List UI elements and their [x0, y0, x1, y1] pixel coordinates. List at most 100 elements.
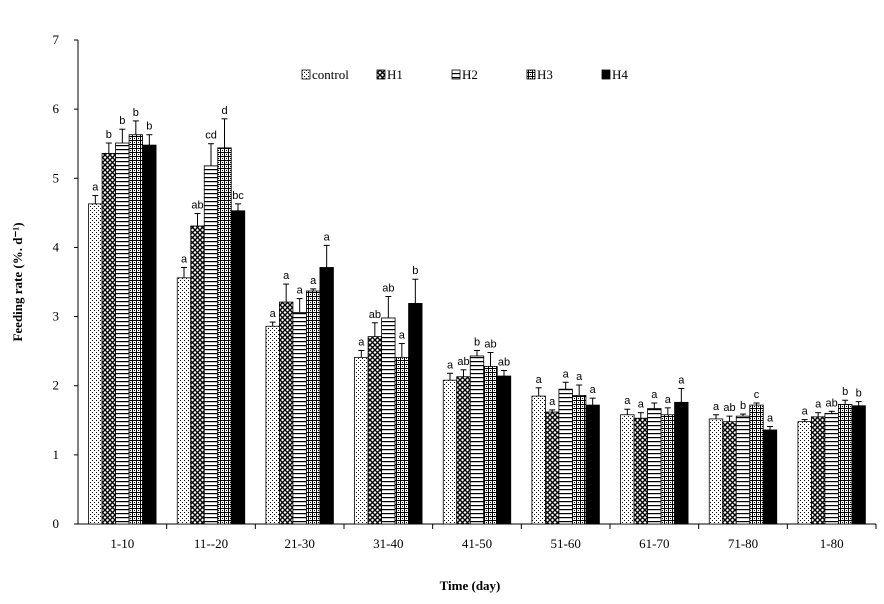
significance-label: a — [767, 413, 774, 425]
bar — [176, 277, 192, 525]
y-tick-label: 4 — [53, 239, 60, 254]
bar — [585, 404, 600, 525]
significance-label: a — [283, 270, 290, 282]
bar — [367, 336, 382, 525]
significance-label: ab — [826, 397, 838, 409]
bar — [797, 421, 812, 525]
significance-label: b — [856, 388, 862, 400]
bar — [217, 147, 232, 525]
bar — [545, 411, 560, 525]
legend-label: H3 — [537, 67, 553, 82]
significance-label: a — [590, 384, 597, 396]
legend-item: H4 — [601, 67, 628, 82]
significance-label: a — [358, 336, 365, 348]
bar — [735, 415, 751, 525]
bar — [279, 301, 294, 525]
legend-label: H4 — [612, 67, 628, 82]
significance-label: a — [297, 285, 304, 297]
significance-label: a — [270, 308, 277, 320]
legend-label: H1 — [387, 67, 403, 82]
significance-label: c — [754, 389, 760, 401]
bar — [354, 356, 369, 525]
significance-label: ab — [369, 309, 381, 321]
legend-swatch — [301, 69, 311, 80]
bar — [142, 144, 157, 525]
significance-label: cd — [205, 130, 217, 142]
significance-label: a — [563, 368, 570, 380]
significance-label: b — [842, 386, 848, 398]
significance-label: a — [536, 374, 543, 386]
significance-label: a — [624, 395, 631, 407]
bar-group: a ab cd d bc — [176, 105, 246, 525]
bar — [88, 203, 103, 525]
significance-label: a — [324, 231, 331, 243]
y-tick-label: 1 — [53, 447, 60, 462]
significance-label: a — [665, 394, 672, 406]
bar — [469, 355, 485, 525]
significance-label: a — [181, 253, 188, 265]
legend-swatch — [376, 69, 386, 80]
y-tick-label: 2 — [53, 378, 60, 393]
bar — [838, 403, 853, 525]
bar — [306, 290, 321, 525]
bar — [647, 408, 662, 525]
bar — [851, 405, 866, 525]
legend-swatch — [601, 69, 611, 80]
significance-label: a — [802, 406, 809, 418]
bar — [408, 303, 423, 525]
significance-label: a — [815, 399, 822, 411]
significance-label: b — [106, 129, 112, 141]
bar — [456, 376, 471, 525]
significance-label: b — [740, 400, 746, 412]
bar — [811, 416, 826, 525]
bar — [531, 395, 546, 525]
bar — [762, 429, 778, 525]
legend-label: H2 — [462, 67, 478, 82]
legend-item: H3 — [526, 67, 553, 82]
bar — [115, 142, 130, 525]
significance-label: a — [310, 275, 317, 287]
significance-label: b — [474, 336, 480, 348]
legend-item: control — [301, 67, 349, 82]
y-axis-title: Feeding rate (%. d⁻¹) — [10, 222, 25, 341]
bar — [394, 356, 409, 525]
bar-group: aa abb b — [797, 386, 866, 525]
significance-label: a — [399, 330, 406, 342]
x-axis-ticks: 1-10 11--20 21-30 31-40 41-50 51-60 61-70 71-80… — [110, 524, 877, 551]
legend-swatch — [526, 69, 536, 80]
significance-label: a — [713, 401, 720, 413]
legend-item: H2 — [451, 67, 478, 82]
bar-group: a ab bca — [708, 389, 778, 525]
bar — [292, 312, 307, 525]
bar — [620, 414, 635, 525]
bar — [203, 165, 219, 525]
significance-label: ab — [723, 402, 735, 414]
x-tick-label: 41-50 — [462, 536, 492, 551]
bar — [319, 267, 334, 525]
significance-label: a — [92, 182, 99, 194]
significance-label: d — [221, 105, 227, 117]
bar — [230, 210, 246, 525]
bar — [674, 401, 689, 525]
significance-label: a — [638, 399, 645, 411]
x-tick-label: 11--20 — [194, 536, 228, 551]
x-tick-label: 61-70 — [639, 536, 669, 551]
y-axis-ticks: 0 1 2 3 4 5 6 7 — [53, 32, 78, 531]
significance-label: ab — [484, 339, 496, 351]
significance-label: a — [447, 359, 454, 371]
bar — [101, 152, 116, 525]
bar — [496, 375, 512, 525]
legend-item: H1 — [376, 67, 403, 82]
bar — [483, 365, 498, 525]
significance-label: ab — [457, 356, 469, 368]
significance-label: a — [576, 371, 583, 383]
x-axis-title: Time (day) — [440, 578, 501, 593]
significance-label: a — [549, 396, 556, 408]
y-tick-label: 7 — [53, 32, 60, 47]
